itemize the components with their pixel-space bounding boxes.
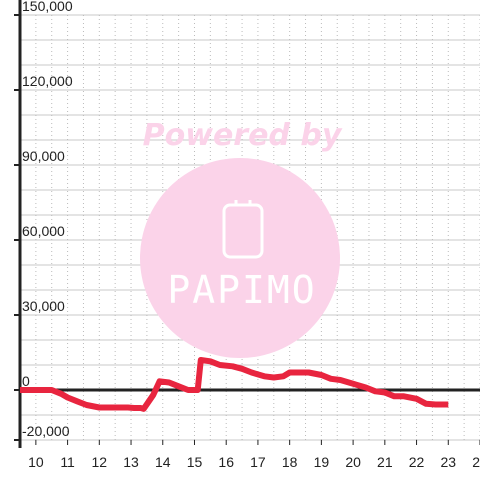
x-tick-label: 15 (187, 454, 203, 470)
watermark-brand: PAPIMO (167, 268, 316, 312)
x-tick-label: 13 (123, 454, 139, 470)
y-tick-label: 30,000 (22, 298, 65, 314)
y-tick-label: 90,000 (22, 148, 65, 164)
tick-labels: -20,000 0 30,000 60,000 90,000 120,000 150,000… (22, 0, 480, 470)
watermark-powered-by: Powered by (143, 118, 343, 153)
phone-icon (222, 200, 264, 259)
axes (14, 0, 480, 448)
x-tick-label: 22 (409, 454, 425, 470)
x-tick-label: 17 (250, 454, 266, 470)
y-tick-label: 60,000 (22, 223, 65, 239)
watermark: Powered by PAPIMO (140, 118, 343, 358)
x-tick-label: 21 (377, 454, 393, 470)
y-tick-label: -20,000 (22, 423, 70, 439)
y-tick-label: 0 (22, 373, 30, 389)
x-tick-label: 12 (92, 454, 108, 470)
x-tick-label: 10 (28, 454, 44, 470)
x-tick-label: 14 (155, 454, 171, 470)
x-tick-label: 23 (440, 454, 456, 470)
x-tick-label: 20 (345, 454, 361, 470)
x-tick-label: 19 (314, 454, 330, 470)
y-tick-label: 120,000 (22, 73, 73, 89)
x-tick-label: 11 (60, 454, 75, 470)
y-tick-label: 150,000 (22, 0, 73, 14)
series-line (20, 357, 449, 412)
x-tick-label: 16 (218, 454, 234, 470)
x-tick-label: 24 (472, 454, 480, 470)
series-layer (20, 357, 449, 412)
x-tick-label: 18 (282, 454, 298, 470)
